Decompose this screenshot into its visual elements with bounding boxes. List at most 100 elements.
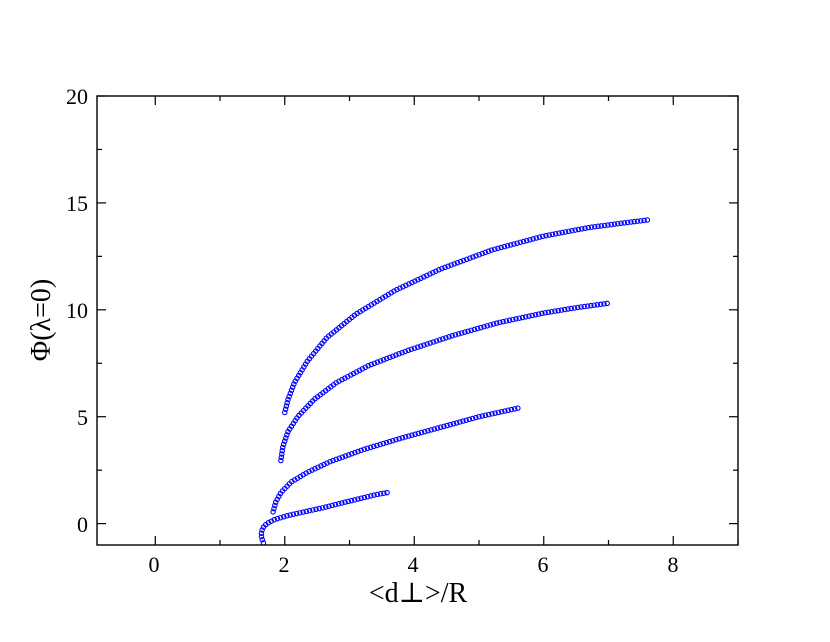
data-point: [358, 495, 364, 502]
data-point: [588, 224, 595, 230]
data-point: [437, 424, 444, 431]
data-point: [418, 429, 425, 436]
data-point: [462, 329, 468, 335]
data-point: [383, 439, 390, 446]
data-point: [453, 420, 460, 426]
data-point: [474, 325, 481, 332]
data-point: [316, 505, 323, 512]
data-point: [503, 318, 510, 324]
data-point: [339, 500, 345, 506]
data-point: [457, 258, 464, 265]
data-point: [281, 514, 287, 520]
data-point: [440, 336, 446, 342]
data-point: [510, 316, 516, 323]
data-point: [549, 231, 556, 238]
plot-frame: [96, 95, 739, 546]
data-point: [259, 527, 265, 533]
data-point: [415, 430, 422, 437]
data-point: [283, 435, 289, 441]
data-point: [511, 406, 518, 412]
data-point: [487, 322, 494, 328]
data-point: [441, 423, 447, 430]
data-point: [399, 349, 405, 356]
data-point: [604, 300, 610, 307]
data-point: [572, 227, 578, 233]
x-tick-label: 8: [668, 552, 679, 577]
data-point: [421, 274, 427, 280]
data-point: [396, 435, 402, 442]
data-point: [259, 536, 266, 543]
data-point: [578, 226, 585, 232]
data-point: [391, 288, 397, 294]
data-point: [542, 310, 548, 316]
data-point: [368, 361, 375, 368]
data-point: [284, 400, 290, 406]
data-point: [508, 406, 515, 413]
data-point: [532, 312, 539, 318]
data-point: [283, 403, 290, 409]
data-point: [591, 302, 597, 308]
data-point: [454, 260, 461, 266]
data-point: [397, 285, 403, 291]
data-point: [287, 390, 294, 397]
data-point: [418, 275, 424, 282]
data-point: [342, 453, 349, 459]
data-point: [478, 324, 484, 331]
data-point: [439, 265, 445, 272]
data-point: [473, 414, 479, 421]
data-point: [336, 378, 342, 384]
data-point: [443, 335, 449, 341]
data-point: [285, 396, 291, 403]
data-point: [611, 221, 618, 227]
x-axis-label: <d⊥>/R: [369, 578, 468, 609]
data-point: [274, 515, 281, 522]
data-point: [330, 457, 336, 464]
data-point: [569, 227, 575, 234]
data-point: [473, 253, 479, 259]
data-point: [628, 219, 634, 225]
y-tick-label: 20: [66, 84, 88, 109]
data-point: [601, 301, 607, 307]
data-point: [303, 470, 309, 476]
data-point: [523, 237, 530, 244]
data-point: [434, 425, 441, 431]
data-point: [448, 262, 454, 268]
data-point: [561, 306, 568, 313]
data-point: [427, 271, 433, 277]
data-point: [393, 352, 399, 358]
data-point: [345, 373, 351, 380]
data-point: [529, 312, 535, 319]
data-point: [466, 416, 473, 423]
data-point: [280, 441, 287, 448]
data-point: [481, 323, 487, 330]
data-point: [345, 498, 352, 505]
data-point: [605, 222, 611, 228]
data-point: [428, 427, 434, 433]
data-point: [380, 440, 387, 447]
data-point: [345, 452, 352, 458]
data-point: [519, 314, 526, 321]
data-point: [414, 344, 421, 350]
data-point: [374, 442, 380, 449]
data-point: [497, 319, 503, 326]
data-point: [485, 248, 492, 254]
data-point: [390, 353, 396, 359]
data-point: [634, 218, 641, 224]
data-point: [585, 224, 591, 231]
data-point: [452, 332, 459, 338]
data-point: [424, 272, 430, 279]
data-point: [278, 457, 284, 464]
data-point: [482, 412, 489, 419]
data-point: [559, 229, 565, 236]
data-point: [265, 519, 272, 526]
data-point: [306, 468, 312, 475]
data-point: [506, 317, 513, 324]
data-point: [431, 426, 438, 432]
data-point: [455, 331, 462, 337]
data-point: [552, 308, 558, 314]
data-point: [408, 346, 415, 352]
data-point: [390, 437, 396, 444]
data-point: [592, 223, 598, 230]
data-point: [460, 418, 466, 424]
